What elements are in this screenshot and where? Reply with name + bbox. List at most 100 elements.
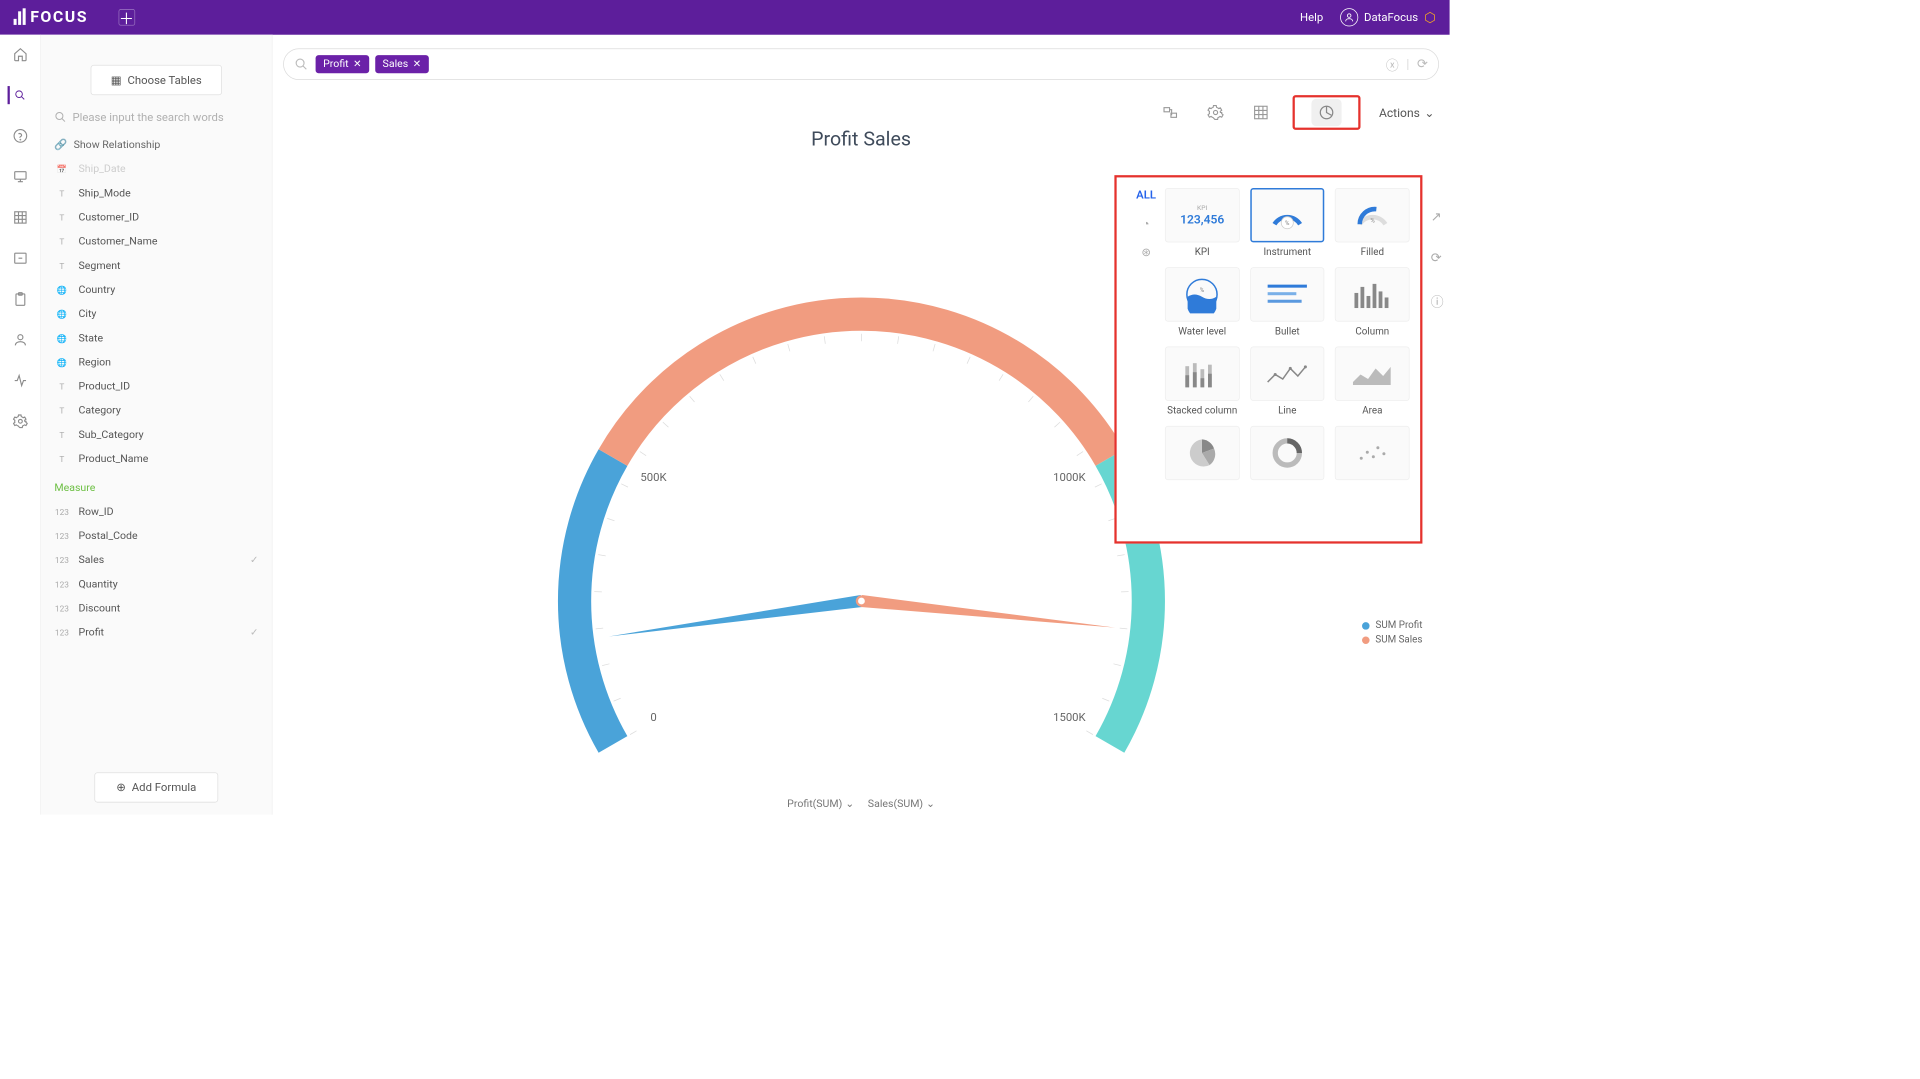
chart-type-option[interactable]: %Instrument	[1250, 188, 1324, 258]
field-type-icon: 123	[54, 507, 69, 517]
field-item[interactable]: 123Profit✓	[54, 621, 258, 645]
field-item[interactable]: 🌐Country	[54, 278, 258, 302]
chart-type-option[interactable]: Line	[1250, 347, 1324, 417]
field-item[interactable]: 123Row_ID	[54, 500, 258, 524]
topbar: FOCUS ＋ Help DataFocus ⬡	[0, 0, 1450, 35]
help-link[interactable]: Help	[1300, 11, 1323, 25]
type-tab-misc-icon[interactable]: ⊛	[1141, 245, 1150, 259]
measure-section-label: Measure	[54, 482, 258, 494]
field-item[interactable]: TCustomer_ID	[54, 205, 258, 229]
chevron-down-icon: ⌄	[845, 798, 854, 810]
home-icon[interactable]	[11, 45, 29, 63]
query-chip[interactable]: Profit✕	[316, 55, 369, 73]
field-item[interactable]: 123Sales✓	[54, 548, 258, 572]
field-name: Category	[79, 405, 121, 417]
brand-text: FOCUS	[30, 8, 88, 26]
check-icon: ✓	[250, 555, 258, 566]
type-tab-gauge-icon[interactable]: ◔	[1143, 217, 1150, 231]
present-icon[interactable]	[11, 168, 29, 186]
profile-icon[interactable]	[11, 331, 29, 349]
field-name: Discount	[79, 602, 121, 614]
field-item[interactable]: 🌐Region	[54, 350, 258, 374]
field-item[interactable]: 123Discount	[54, 596, 258, 620]
chart-legend: SUM Profit SUM Sales	[1362, 617, 1423, 649]
type-tab-all[interactable]: ALL	[1136, 188, 1156, 202]
chart-type-option[interactable]: Column	[1335, 267, 1409, 337]
refresh-icon[interactable]: ⟳	[1417, 57, 1428, 72]
chart-type-thumb	[1250, 426, 1324, 480]
archive-icon[interactable]	[11, 249, 29, 267]
field-type-icon: T	[54, 382, 69, 392]
search-icon[interactable]	[8, 86, 26, 104]
chart-type-option[interactable]	[1165, 426, 1239, 485]
field-item[interactable]: 🌐 City	[54, 302, 258, 326]
chart-type-thumb	[1250, 347, 1324, 401]
clipboard-icon[interactable]	[11, 290, 29, 308]
legend-dot	[1362, 622, 1370, 630]
table-view-icon[interactable]	[1248, 99, 1275, 126]
field-name: State	[79, 332, 104, 344]
svg-text:0: 0	[650, 710, 656, 724]
legend-label: SUM Profit	[1376, 620, 1423, 631]
label-config-icon[interactable]	[1157, 99, 1184, 126]
chip-remove-icon[interactable]: ✕	[413, 59, 421, 70]
field-item[interactable]: 📅Ship_Date	[54, 157, 258, 181]
field-type-icon: 🌐	[54, 309, 69, 319]
expand-icon[interactable]: ↗	[1431, 210, 1444, 225]
chart-type-label: Column	[1335, 326, 1409, 337]
field-type-icon: 📅	[54, 164, 69, 174]
chart-type-option[interactable]: KPI123,456KPI	[1165, 188, 1239, 258]
field-item[interactable]: TSub_Category	[54, 423, 258, 447]
footer-pill[interactable]: Sales(SUM) ⌄	[868, 798, 935, 810]
field-name: City	[79, 308, 97, 320]
chart-type-button[interactable]	[1293, 95, 1361, 130]
show-relationship-link[interactable]: 🔗 Show Relationship	[54, 139, 258, 151]
grid-icon[interactable]	[11, 208, 29, 226]
choose-tables-button[interactable]: ▦ Choose Tables	[90, 65, 222, 95]
plus-icon: ⊕	[116, 781, 125, 795]
field-item[interactable]: TProduct_ID	[54, 374, 258, 398]
settings-icon[interactable]	[1202, 99, 1229, 126]
clear-icon[interactable]: ⓧ	[1386, 55, 1399, 74]
info-icon[interactable]: ⓘ	[1431, 291, 1444, 310]
field-search[interactable]: Please input the search words	[54, 110, 258, 124]
chart-type-label: Area	[1335, 405, 1409, 416]
field-type-icon: T	[54, 213, 69, 223]
chart-type-option[interactable]: Bullet	[1250, 267, 1324, 337]
field-item[interactable]: TShip_Mode	[54, 181, 258, 205]
legend-item: SUM Sales	[1362, 634, 1423, 645]
field-type-icon: 123	[54, 628, 69, 638]
chevron-down-icon: ⌄	[1424, 105, 1434, 119]
chart-type-option[interactable]: %Filled	[1335, 188, 1409, 258]
field-type-icon: T	[54, 261, 69, 271]
field-item[interactable]: 123Quantity	[54, 572, 258, 596]
activity-icon[interactable]	[11, 371, 29, 389]
field-item[interactable]: TCategory	[54, 399, 258, 423]
table-icon: ▦	[111, 73, 122, 87]
field-item[interactable]: 123Postal_Code	[54, 524, 258, 548]
chart-type-option[interactable]: %Water level	[1165, 267, 1239, 337]
field-list: 📅Ship_DateTShip_ModeTCustomer_IDTCustome…	[41, 157, 272, 759]
field-item[interactable]: 🌐State	[54, 326, 258, 350]
field-item[interactable]: TProduct_Name	[54, 447, 258, 471]
settings-icon[interactable]	[11, 412, 29, 430]
query-bar[interactable]: Profit✕Sales✕ ⓧ | ⟳	[283, 48, 1439, 80]
actions-menu[interactable]: Actions ⌄	[1379, 105, 1435, 119]
chip-remove-icon[interactable]: ✕	[353, 59, 361, 70]
field-name: Product_Name	[79, 453, 149, 465]
new-tab-button[interactable]: ＋	[118, 9, 135, 26]
reload-icon[interactable]: ⟳	[1431, 251, 1444, 266]
chart-type-option[interactable]: Area	[1335, 347, 1409, 417]
svg-text:%: %	[1370, 218, 1375, 225]
chart-type-option[interactable]: Stacked column	[1165, 347, 1239, 417]
add-formula-button[interactable]: ⊕ Add Formula	[94, 772, 218, 802]
query-chip[interactable]: Sales✕	[375, 55, 429, 73]
chart-type-option[interactable]	[1335, 426, 1409, 485]
field-item[interactable]: TCustomer_Name	[54, 230, 258, 254]
chart-type-option[interactable]	[1250, 426, 1324, 485]
user-menu[interactable]: DataFocus ⬡	[1340, 8, 1436, 26]
help-icon[interactable]	[11, 127, 29, 145]
field-item[interactable]: TSegment	[54, 254, 258, 278]
footer-pill[interactable]: Profit(SUM) ⌄	[787, 798, 854, 810]
chart-type-thumb: KPI123,456	[1165, 188, 1239, 242]
